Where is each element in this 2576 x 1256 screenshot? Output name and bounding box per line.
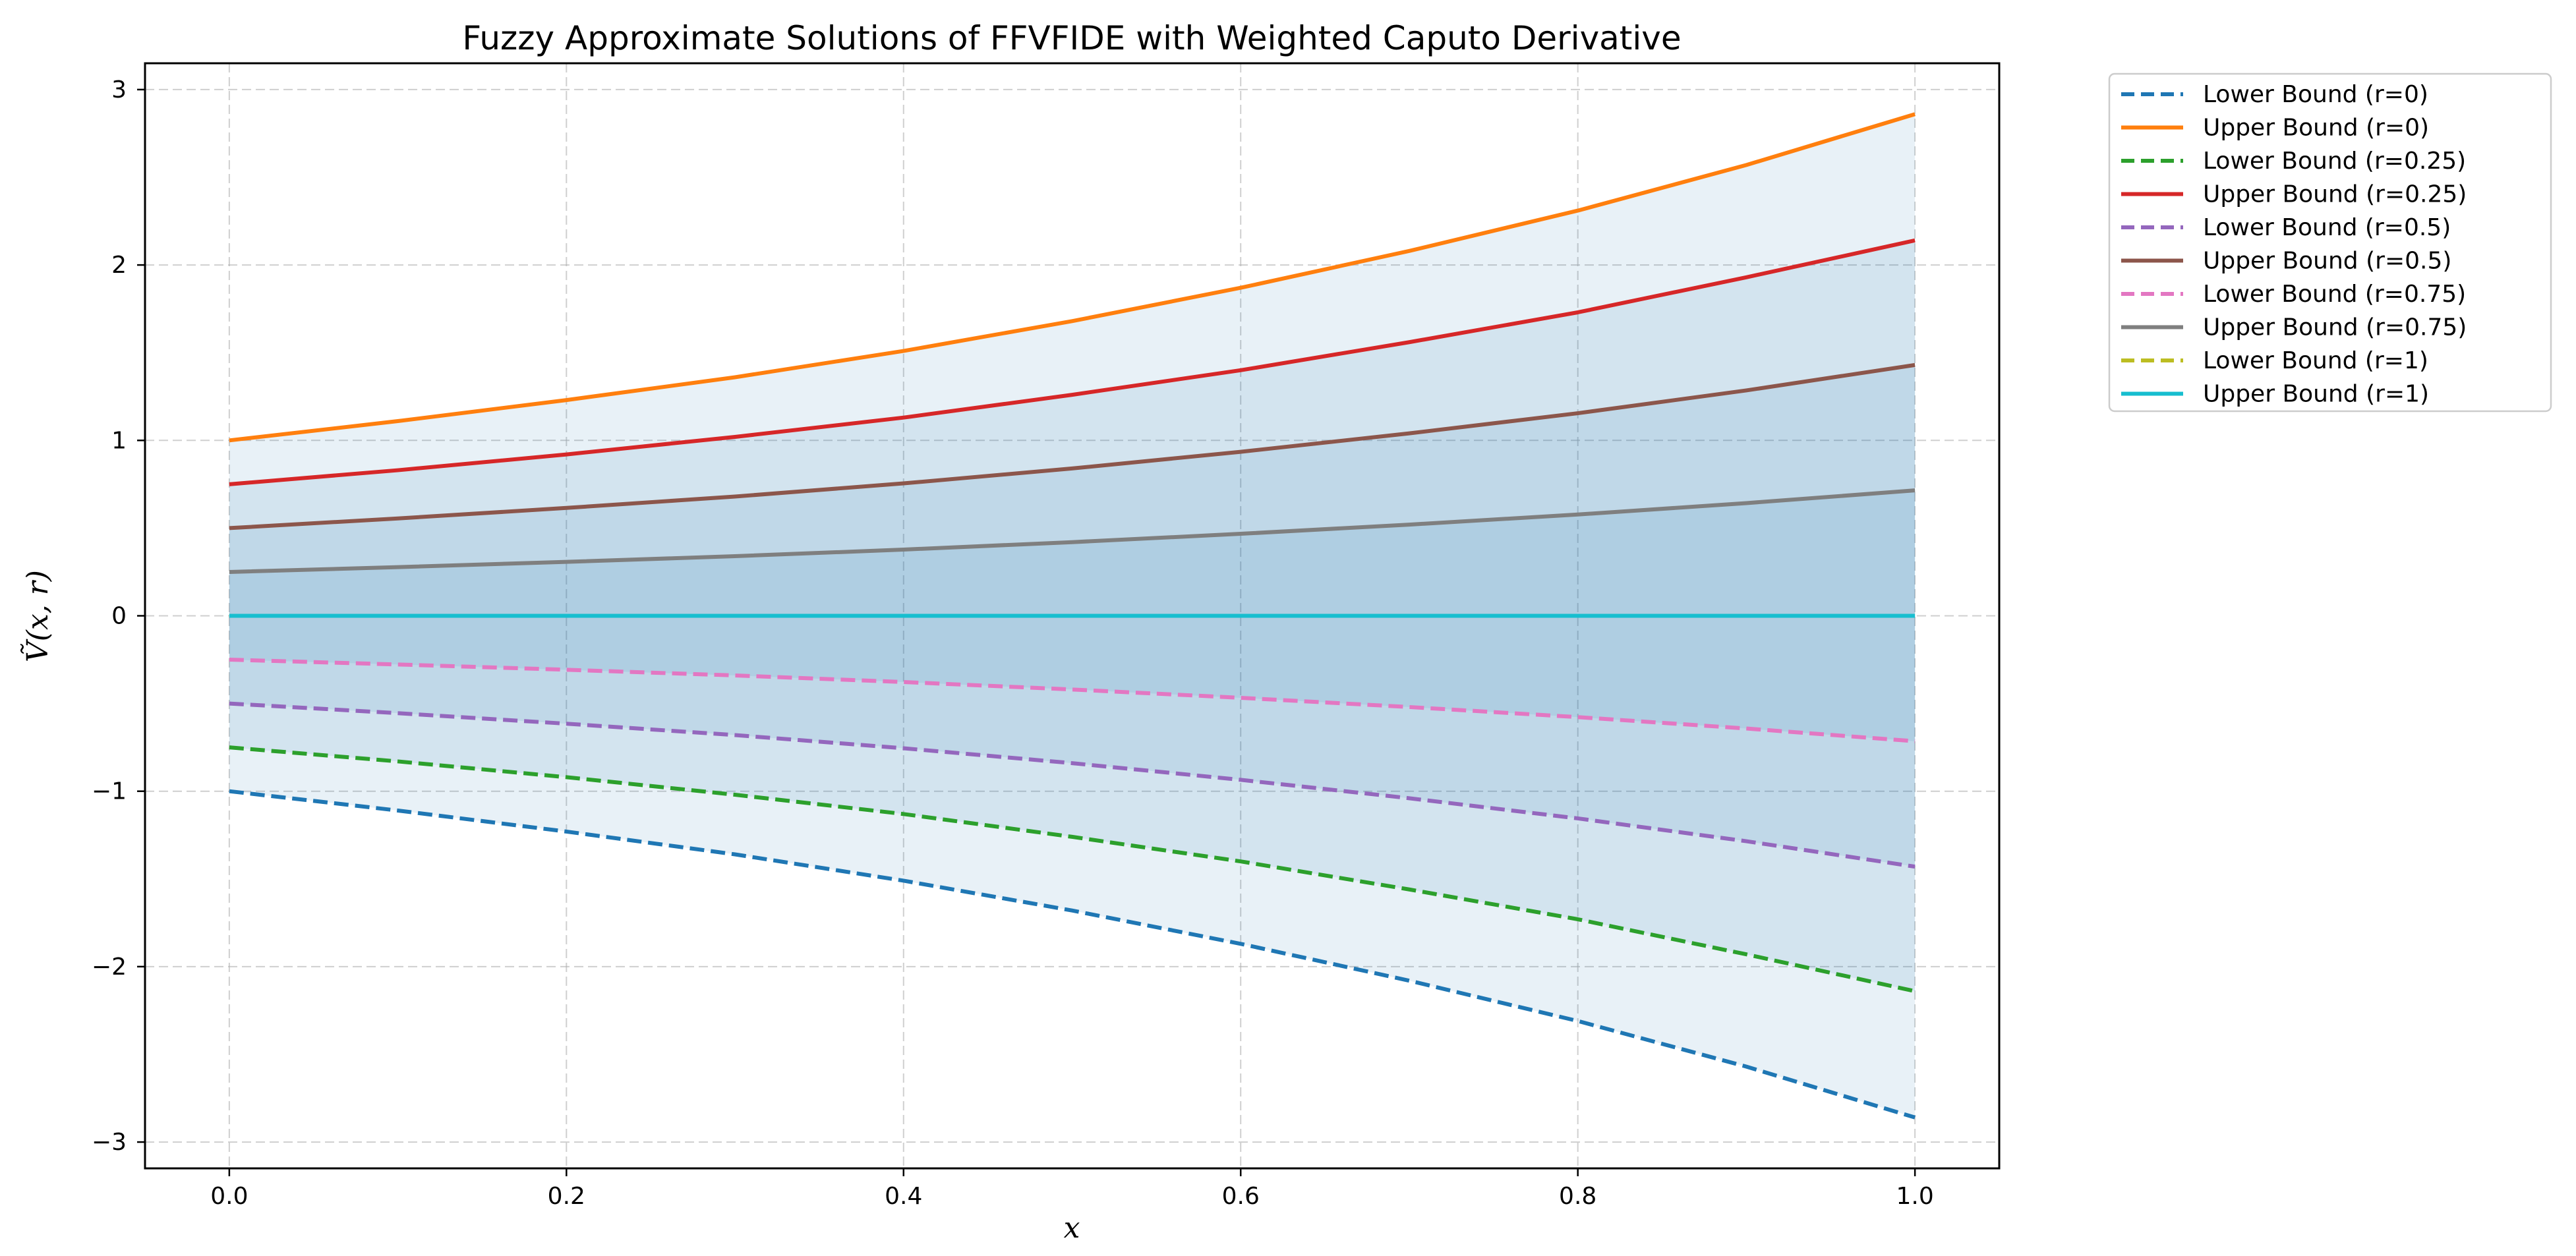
legend-label: Upper Bound (r=0.5) [2203, 248, 2451, 275]
y-axis: −3 −2 −1 0 1 2 3 [92, 76, 145, 1156]
series-line [229, 745, 1916, 994]
series-lines-layer [229, 112, 1916, 1120]
series-line [229, 789, 1916, 1120]
grid-layer [145, 63, 1999, 1168]
legend-label: Lower Bound (r=0.5) [2203, 214, 2451, 241]
x-tick-label: 0.8 [1559, 1183, 1596, 1210]
legend-frame [2108, 72, 2552, 413]
legend-label: Upper Bound (r=0.75) [2203, 314, 2467, 341]
chart-title: Fuzzy Approximate Solutions of FFVFIDE w… [462, 19, 1681, 57]
y-tick-label: 2 [111, 252, 127, 279]
series-line [229, 658, 1916, 743]
legend-label: Lower Bound (r=0.25) [2203, 148, 2466, 175]
y-tick-label: −2 [92, 954, 127, 981]
y-tick-label: 0 [111, 603, 127, 630]
x-axis: 0.0 0.2 0.4 0.6 0.8 1.0 [210, 1168, 1934, 1210]
y-tick-label: 3 [111, 76, 127, 103]
y-tick-label: −3 [92, 1129, 127, 1156]
x-tick-label: 0.6 [1222, 1183, 1260, 1210]
y-tick-label: −1 [92, 778, 127, 805]
x-tick-label: 0.2 [548, 1183, 585, 1210]
legend-label: Lower Bound (r=0.75) [2203, 281, 2466, 308]
y-tick-label: 1 [111, 427, 127, 454]
legend-label: Lower Bound (r=0) [2203, 81, 2428, 108]
legend-label: Lower Bound (r=1) [2203, 347, 2428, 374]
series-line [229, 112, 1916, 443]
y-axis-label: Ṽ(x, r) [20, 570, 55, 662]
legend: Lower Bound (r=0) Upper Bound (r=0) Lower … [2108, 72, 2552, 413]
legend-label: Upper Bound (r=0) [2203, 115, 2429, 142]
series-line [229, 488, 1916, 574]
legend-label: Upper Bound (r=1) [2203, 381, 2429, 408]
series-line [229, 238, 1916, 486]
series-line [229, 701, 1916, 869]
x-tick-label: 0.0 [210, 1183, 248, 1210]
x-tick-label: 1.0 [1896, 1183, 1934, 1210]
legend-label: Upper Bound (r=0.25) [2203, 181, 2467, 208]
x-axis-label: x [1064, 1211, 1080, 1245]
series-line [229, 362, 1916, 530]
x-tick-label: 0.4 [885, 1183, 922, 1210]
